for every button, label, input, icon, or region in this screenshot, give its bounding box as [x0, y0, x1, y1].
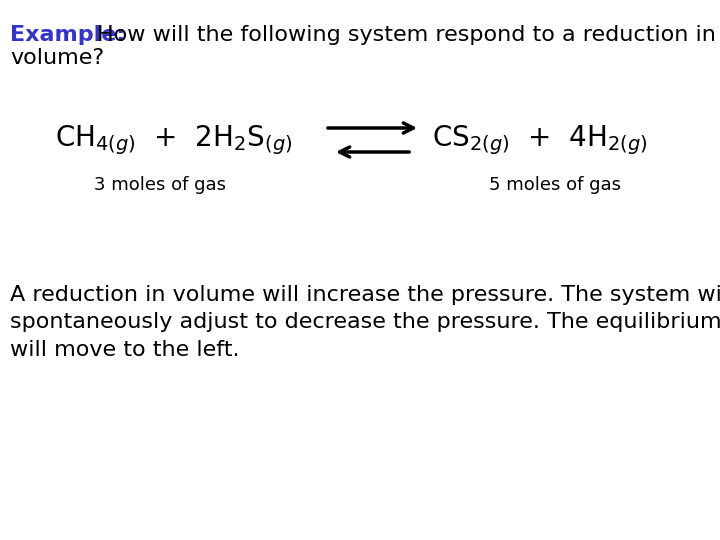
Text: How will the following system respond to a reduction in: How will the following system respond to…	[97, 25, 716, 45]
Text: Example:: Example:	[10, 25, 125, 45]
Text: CH$_{4(g)}$  +  2H$_2$S$_{(g)}$: CH$_{4(g)}$ + 2H$_2$S$_{(g)}$	[55, 123, 292, 157]
Text: 3 moles of gas: 3 moles of gas	[94, 176, 226, 194]
Text: A reduction in volume will increase the pressure. The system will: A reduction in volume will increase the …	[10, 285, 720, 305]
Text: spontaneously adjust to decrease the pressure. The equilibrium: spontaneously adjust to decrease the pre…	[10, 312, 720, 332]
Text: 5 moles of gas: 5 moles of gas	[489, 176, 621, 194]
Text: will move to the left.: will move to the left.	[10, 340, 240, 360]
Text: CS$_{2(g)}$  +  4H$_{2(g)}$: CS$_{2(g)}$ + 4H$_{2(g)}$	[432, 123, 647, 157]
Text: volume?: volume?	[10, 48, 104, 68]
